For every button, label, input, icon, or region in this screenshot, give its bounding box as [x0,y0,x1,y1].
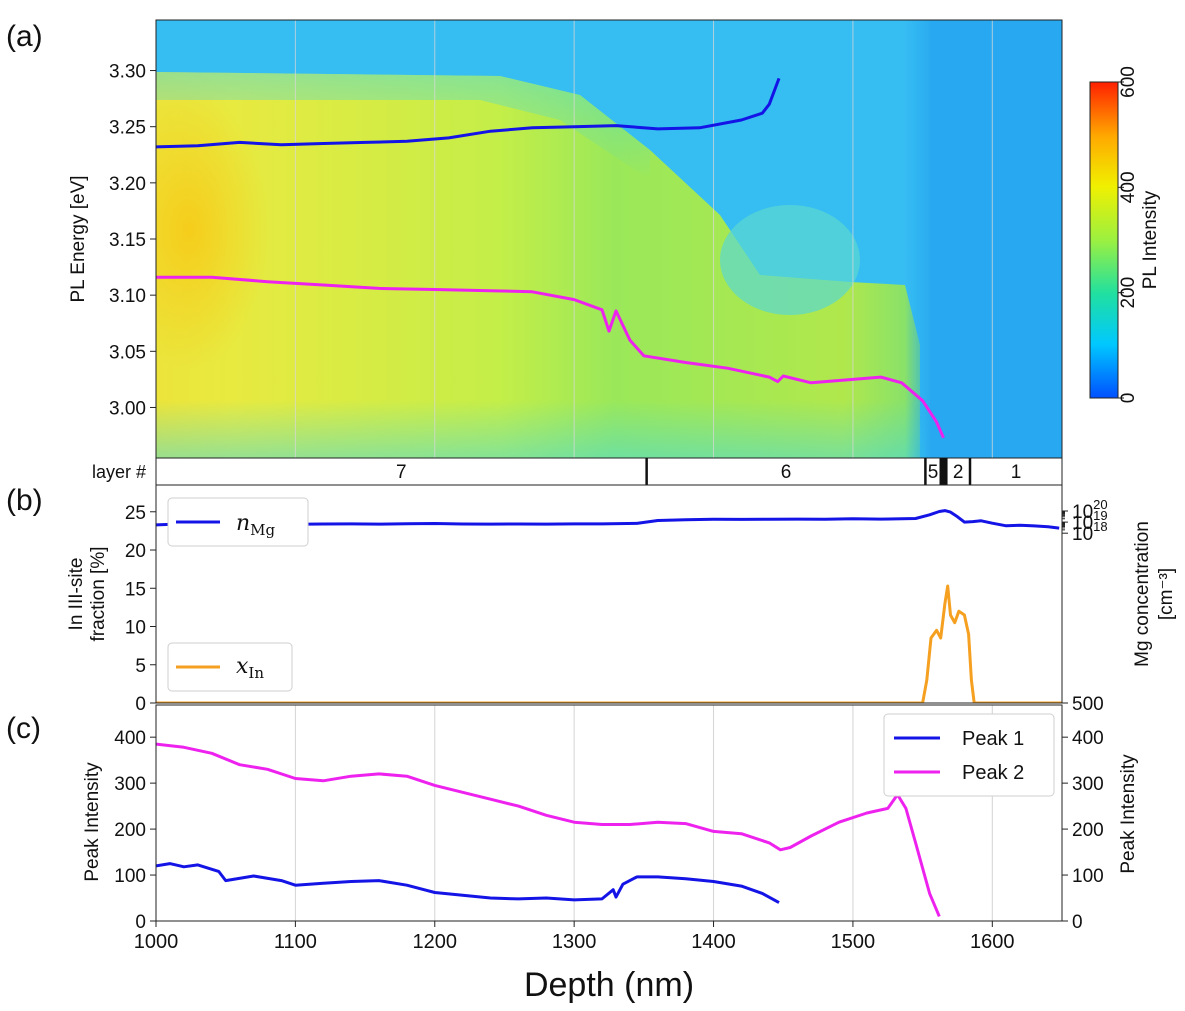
y-tick-label-c: 200 [114,820,146,841]
y-tick-label-c-right: 400 [1072,728,1104,749]
y-tick-label-c: 300 [114,774,146,795]
layer-thin-block [940,458,947,485]
colorbar-tick-label: 600 [1118,66,1139,98]
y-tick-label-c-right: 300 [1072,774,1104,795]
x-tick-label: 1100 [274,931,317,953]
y-axis-label-b-right-line2: [cm⁻³] [1156,568,1177,620]
panel-label-c: (c) [6,712,41,745]
legend-x-in: xIn [167,642,293,692]
heatmap-hot-region [156,90,270,370]
y-tick-label-a: 3.25 [109,118,146,139]
y-tick-label-a: 3.05 [109,342,146,363]
series-line-peak-1 [156,862,780,904]
y-tick-label-c-right: 0 [1072,912,1083,933]
y-tick-label-b: 25 [125,503,146,524]
y-axis-label-c-right: Peak Intensity [1118,754,1139,874]
y-tick-label-b-right: 1020 [1072,497,1108,523]
x-tick-label: 1600 [970,931,1015,953]
legend-x-in-box [167,642,293,692]
layer-label: 5 [928,462,939,483]
panel-label-b: (b) [6,484,43,517]
colorbar [1089,81,1119,399]
y-tick-label-b-right: 500 [1072,694,1104,715]
y-tick-label-a: 3.20 [109,174,146,195]
y-tick-label-b: 10 [125,618,146,639]
x-tick-label: 1200 [413,931,458,953]
y-axis-label-b-line2: fraction [%] [88,546,109,641]
panel-label-a: (a) [6,20,43,53]
series-c [156,742,941,917]
layer-row-frame [155,457,1063,486]
layer-label: 1 [1011,462,1022,483]
x-tick-label: 1300 [552,931,597,953]
y-tick-label-c: 400 [114,728,146,749]
layer-label: 7 [396,462,407,483]
colorbar-ticks: 0 200 400 600 [1118,66,1139,403]
legend-c-box [883,713,1055,797]
layer-label: 6 [781,462,792,483]
y-tick-label-c: 0 [135,912,146,933]
y-axis-label-a: PL Energy [eV] [68,175,89,302]
colorbar-label: PL Intensity [1140,190,1161,289]
layer-label: 2 [953,462,964,483]
y-ticks-b: 0 5 10 15 20 25 [125,503,156,715]
x-tick-label: 1500 [831,931,876,953]
y-axis-label-b-line1: In III-site [66,558,87,631]
y-tick-label-b-right: 1019 [1072,508,1108,534]
y-tick-label-b: 5 [135,656,146,677]
legend-c: Peak 1 Peak 2 [883,713,1055,797]
heatmap-dip [720,205,860,315]
y-ticks-a: 3.30 3.25 3.20 3.15 3.10 3.05 3.00 [109,62,156,419]
y-ticks-c: 0 100 200 300 400 [114,728,156,933]
heatmap-top-fade [156,72,650,180]
y-axis-label-c: Peak Intensity [82,762,103,882]
axes-c-frame [155,704,1063,922]
y-axis-label-b-right-line1: Mg concentration [1132,521,1153,667]
legend-peak1-label: Peak 1 [962,728,1024,750]
axes-b-frame [155,484,1063,704]
series-a [156,77,945,439]
heatmap-emission-band [156,72,920,458]
legend-x-in-label: xIn [236,654,264,682]
legend-n-mg-box [167,497,309,547]
layer-row-label: layer # [92,462,146,482]
y-tick-label-a: 3.30 [109,62,146,83]
x-tick-label: 1400 [691,931,736,953]
series-line-x_In [156,584,1062,703]
y-tick-label-c: 100 [114,866,146,887]
y-tick-label-a: 3.15 [109,230,146,251]
panel-c: 0 100 200 300 400 0 100 200 300 400 1000 1100 1200… [6,704,1139,1004]
colorbar-tick-label: 0 [1118,393,1139,404]
heatmap [156,20,1062,458]
legend-peak2-label: Peak 2 [962,762,1024,784]
x-axis-label: Depth (nm) [524,966,694,1004]
legend-n-mg: nMg [167,497,309,547]
y-tick-label-a: 3.00 [109,398,146,419]
y-tick-label-b: 20 [125,541,146,562]
x-ticks-c: 1000 1100 1200 1300 1400 1500 1600 [134,921,1015,953]
colorbar-tick-label: 200 [1118,277,1139,309]
y-tick-label-b-right: 1018 [1072,519,1108,545]
y-ticks-c-right: 0 100 200 300 400 [1062,728,1104,933]
x-tick-label: 1000 [134,931,179,953]
y-tick-label-b: 15 [125,579,146,600]
y-tick-label-c-right: 100 [1072,866,1104,887]
heatmap-substrate [930,20,1062,458]
y-tick-label-b: 0 [135,694,146,715]
panel-a: 3.30 3.25 3.20 3.15 3.10 3.05 3.00 PL Energy [… [6,19,1161,459]
y-tick-label-c-right: 200 [1072,820,1104,841]
series-line-peak1_energy [156,77,781,149]
legend-n-mg-label: nMg [236,511,276,539]
series-line-peak2_energy [156,275,945,439]
series-line-peak-2 [156,742,941,917]
y-tick-label-a: 3.10 [109,286,146,307]
heatmap-bottom-fade [156,400,926,458]
colorbar-tick-label: 400 [1118,171,1139,203]
